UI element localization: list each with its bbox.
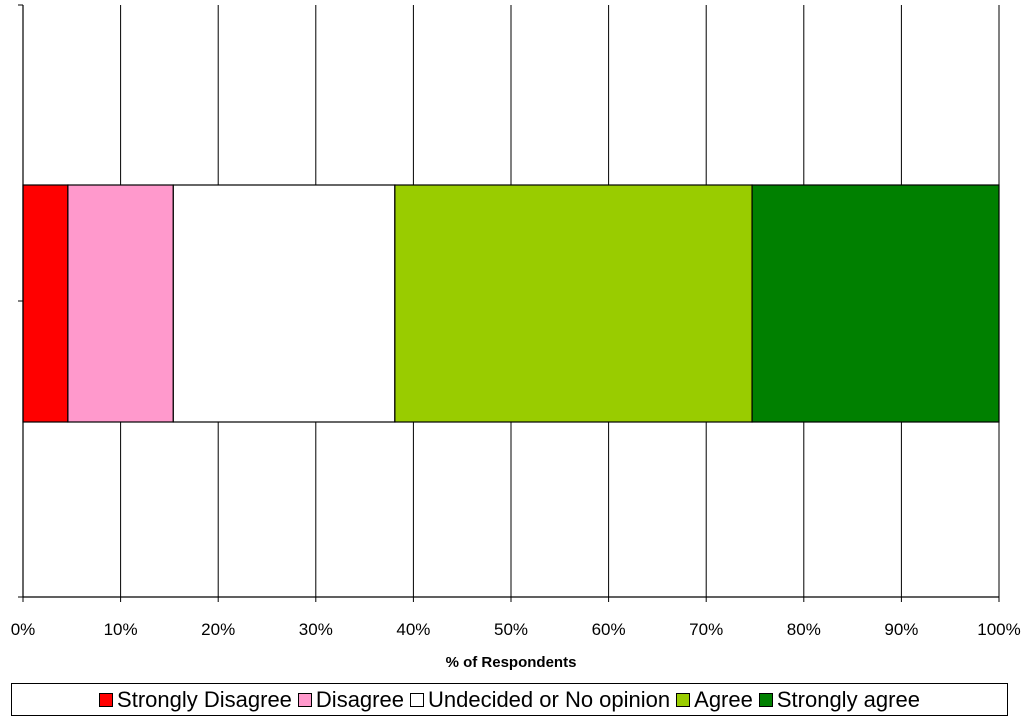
bars [22,184,1000,423]
bar-segment-strongly-disagree [22,184,69,423]
x-tick-label: 70% [689,620,723,639]
legend-item: Strongly agree [758,686,920,713]
legend-swatch [409,692,424,707]
x-tick-label: 40% [396,620,430,639]
legend-item: Agree [676,687,753,713]
x-tick-label: 50% [494,620,528,639]
legend-item: Undecided or No opinion [409,686,671,713]
x-tick-label: 10% [104,620,138,639]
x-axis-title: % of Respondents [446,654,577,671]
legend-item: Disagree [297,686,404,713]
x-tick-label: 90% [884,620,918,639]
legend-label: Strongly Disagree [117,686,292,712]
legend-label: Disagree [315,686,404,712]
legend-label: Strongly agree [776,686,920,712]
bar-segment-strongly-agree [751,184,1000,423]
legend-label: Agree [694,686,753,712]
chart: 0% 10% 20% 30% 40% 50% 60% 70% 80% 90% 100% % of R… [11,4,1021,671]
legend-swatch [758,692,773,707]
x-tick-label: 20% [201,620,235,639]
x-tick-label: 80% [787,620,821,639]
axes [18,4,1000,602]
x-tick-label: 30% [299,620,333,639]
legend-item: Strongly Disagree [99,687,292,713]
x-tick-labels: 0% 10% 20% 30% 40% 50% 60% 70% 80% 90% 100% [11,620,1021,639]
x-tick-label: 60% [592,620,626,639]
x-tick-label: 0% [11,620,36,639]
legend: Strongly Disagree Disagree Undecided or No… [11,683,1008,716]
x-tick-label: 100% [977,620,1020,639]
legend-swatch [297,692,312,707]
legend-label: Undecided or No opinion [427,686,671,712]
legend-swatch [99,692,114,707]
bar-segment-agree [394,184,753,423]
bar-segment-undecided-or-no-opinion [172,184,396,423]
bar-segment-disagree [67,184,174,423]
legend-swatch [676,692,691,707]
